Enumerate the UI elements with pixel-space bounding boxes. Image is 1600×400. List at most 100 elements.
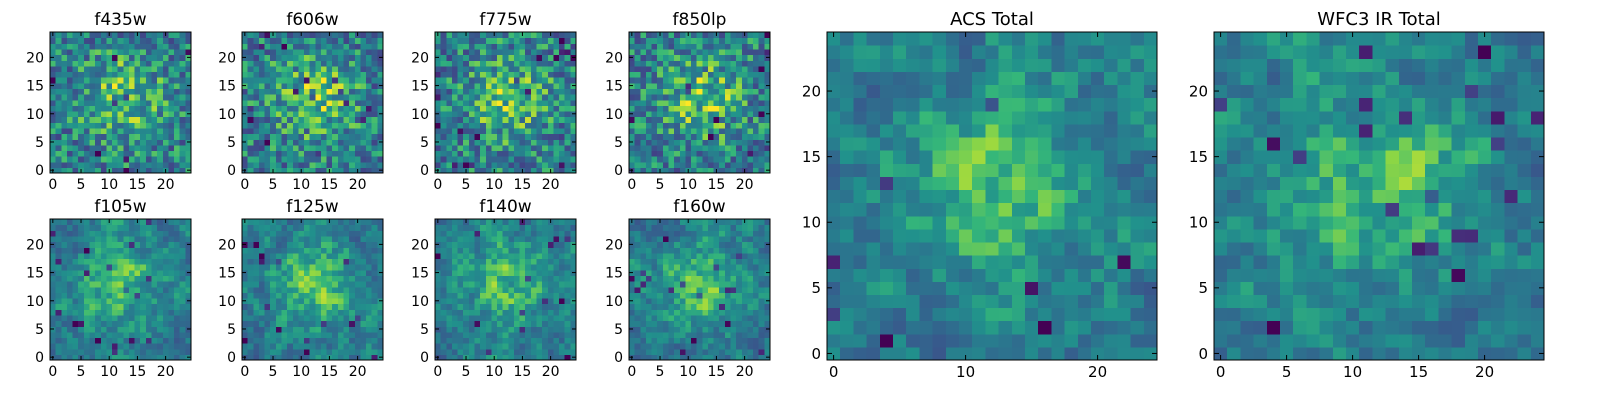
heatmap-cell bbox=[304, 269, 311, 276]
heatmap-cell bbox=[542, 48, 549, 56]
heatmap-cell bbox=[707, 320, 715, 327]
heatmap-cell bbox=[719, 314, 726, 322]
heatmap-cell bbox=[553, 150, 560, 157]
heatmap-cell bbox=[366, 292, 373, 299]
heatmap-cell bbox=[547, 247, 555, 254]
heatmap-cell bbox=[128, 99, 136, 106]
heatmap-cell bbox=[72, 127, 79, 135]
heatmap-cell bbox=[547, 110, 555, 118]
heatmap-cell bbox=[547, 60, 555, 67]
heatmap-cell bbox=[281, 71, 288, 78]
heatmap-cell bbox=[480, 348, 487, 355]
heatmap-cell bbox=[145, 150, 153, 157]
heatmap-cell bbox=[736, 60, 743, 67]
heatmap-cell bbox=[315, 264, 322, 271]
heatmap-cell bbox=[128, 127, 136, 135]
heatmap-cell bbox=[117, 247, 124, 254]
heatmap-cell bbox=[106, 88, 113, 95]
heatmap-cell bbox=[354, 247, 362, 254]
heatmap-cell bbox=[123, 139, 130, 146]
heatmap-cell bbox=[685, 286, 692, 293]
heatmap-cell bbox=[174, 247, 181, 254]
heatmap-cell bbox=[247, 286, 254, 293]
heatmap-cell bbox=[326, 343, 333, 350]
heatmap-cell bbox=[702, 156, 709, 163]
heatmap-cell bbox=[140, 167, 147, 174]
heatmap-cell bbox=[719, 116, 726, 123]
heatmap-cell bbox=[553, 337, 560, 344]
heatmap-cell bbox=[457, 337, 464, 344]
heatmap-cell bbox=[530, 150, 538, 157]
heatmap-cell bbox=[123, 331, 130, 339]
heatmap-cell bbox=[112, 235, 119, 243]
heatmap-cell bbox=[502, 156, 509, 163]
heatmap-cell bbox=[696, 161, 703, 168]
heatmap-cell bbox=[320, 320, 328, 327]
heatmap-cell bbox=[564, 127, 571, 135]
heatmap-cell bbox=[168, 60, 175, 67]
heatmap-cell bbox=[157, 224, 164, 231]
heatmap-cell bbox=[292, 275, 299, 282]
heatmap-cell bbox=[702, 77, 709, 84]
heatmap-cell bbox=[162, 133, 170, 140]
heatmap-cell bbox=[702, 71, 709, 78]
heatmap-cell bbox=[542, 110, 549, 118]
heatmap-cell bbox=[451, 94, 459, 101]
heatmap-cell bbox=[117, 65, 124, 73]
heatmap-cell bbox=[179, 32, 186, 39]
heatmap-cell bbox=[685, 77, 692, 84]
heatmap-cell bbox=[123, 54, 130, 61]
heatmap-cell bbox=[758, 43, 765, 50]
heatmap-cell bbox=[474, 105, 481, 112]
heatmap-cell bbox=[287, 88, 294, 95]
heatmap-cell bbox=[377, 94, 384, 101]
heatmap-cell bbox=[457, 48, 464, 56]
heatmap-cell bbox=[309, 156, 316, 163]
heatmap-cell bbox=[281, 275, 288, 282]
heatmap-cell bbox=[457, 37, 464, 44]
heatmap-cell bbox=[480, 133, 487, 140]
heatmap-cell bbox=[140, 150, 147, 157]
heatmap-cell bbox=[332, 297, 339, 305]
heatmap-cell bbox=[491, 275, 498, 282]
heatmap-cell bbox=[275, 230, 283, 237]
heatmap-cell bbox=[179, 77, 186, 84]
heatmap-cell bbox=[463, 241, 470, 248]
heatmap-cell bbox=[66, 122, 74, 129]
heatmap-cell bbox=[502, 292, 509, 299]
heatmap-cell bbox=[50, 127, 57, 135]
heatmap-cell bbox=[89, 139, 96, 146]
heatmap-cell bbox=[679, 150, 686, 157]
heatmap-cell bbox=[349, 54, 356, 61]
heatmap-cell bbox=[513, 354, 521, 361]
heatmap-cell bbox=[371, 264, 378, 271]
heatmap-cell bbox=[502, 144, 509, 152]
heatmap-cell bbox=[270, 48, 277, 56]
heatmap-cell bbox=[258, 43, 266, 50]
heatmap-cell bbox=[547, 303, 555, 310]
heatmap-cell bbox=[258, 150, 266, 157]
heatmap-cell bbox=[151, 144, 158, 152]
heatmap-cell bbox=[764, 88, 771, 95]
heatmap-cell bbox=[371, 122, 378, 129]
heatmap-cell bbox=[651, 161, 658, 168]
heatmap-cell bbox=[542, 161, 549, 168]
heatmap-cell bbox=[309, 343, 316, 350]
heatmap-cell bbox=[668, 82, 675, 89]
heatmap-cell bbox=[719, 354, 726, 361]
heatmap-cell bbox=[332, 326, 339, 333]
heatmap-cell bbox=[304, 303, 311, 310]
heatmap-cell bbox=[525, 247, 532, 254]
heatmap-cell bbox=[485, 37, 492, 44]
heatmap-cell bbox=[343, 303, 350, 310]
heatmap-cell bbox=[457, 139, 464, 146]
heatmap-cell bbox=[292, 43, 299, 50]
heatmap-cell bbox=[298, 156, 305, 163]
heatmap-cell bbox=[707, 71, 715, 78]
heatmap-cell bbox=[753, 32, 760, 39]
heatmap-cell bbox=[315, 252, 322, 260]
heatmap-cell bbox=[485, 354, 492, 361]
heatmap-cell bbox=[123, 297, 130, 305]
heatmap-cell bbox=[741, 156, 749, 163]
heatmap-cell bbox=[457, 167, 464, 174]
